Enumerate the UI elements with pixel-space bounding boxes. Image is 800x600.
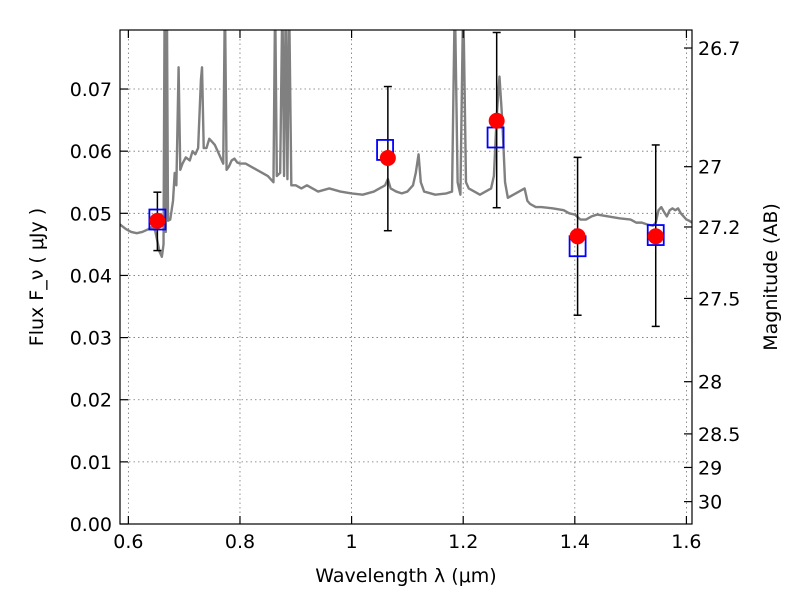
y-axis-label: Flux F_ν ( μJy )	[26, 208, 48, 346]
right-tick-label: 28	[698, 372, 722, 394]
x-axis-label: Wavelength λ (μm)	[315, 565, 496, 587]
x-tick-label: 1.2	[448, 531, 478, 553]
right-tick-label: 30	[698, 492, 722, 514]
model-square	[148, 208, 167, 231]
x-tick-label: 0.8	[225, 531, 255, 553]
observed-point	[488, 112, 505, 129]
x-tick-label: 1.4	[560, 531, 590, 553]
observed-point	[149, 212, 166, 229]
model-spectrum	[120, 30, 692, 259]
spectrum-line	[120, 30, 692, 259]
right-tick-label: 27	[698, 157, 722, 179]
x-tick-label: 1.6	[671, 531, 701, 553]
plot-frame	[119, 29, 693, 525]
y-tick-label: 0.06	[70, 141, 112, 163]
right-tick-label: 27.2	[698, 217, 740, 239]
right-tick-label: 27.5	[698, 288, 740, 310]
axis-ticks: 0.6 0.8 1 1.2 1.4 1.6 0.00 0.01 0.02 0.03 0.04 0.05…	[70, 30, 740, 553]
x-tick-label: 0.6	[113, 531, 143, 553]
y-tick-label: 0.00	[70, 514, 112, 536]
observed-point	[379, 150, 396, 167]
observed-point	[569, 228, 586, 245]
y-tick-label: 0.05	[70, 203, 112, 225]
right-tick-label: 26.7	[698, 38, 740, 60]
y-axis-right-label: Magnitude (AB)	[760, 203, 782, 351]
x-tick-label: 1	[346, 531, 358, 553]
y-tick-label: 0.03	[70, 328, 112, 350]
y-tick-label: 0.04	[70, 265, 112, 287]
y-tick-label: 0.07	[70, 79, 112, 101]
model-square	[646, 224, 665, 246]
y-tick-label: 0.02	[70, 390, 112, 412]
observed-point	[647, 228, 664, 245]
observed-points	[149, 112, 664, 245]
right-tick-label: 29	[698, 457, 722, 479]
right-tick-label: 28.5	[698, 424, 740, 446]
y-tick-label: 0.01	[70, 452, 112, 474]
